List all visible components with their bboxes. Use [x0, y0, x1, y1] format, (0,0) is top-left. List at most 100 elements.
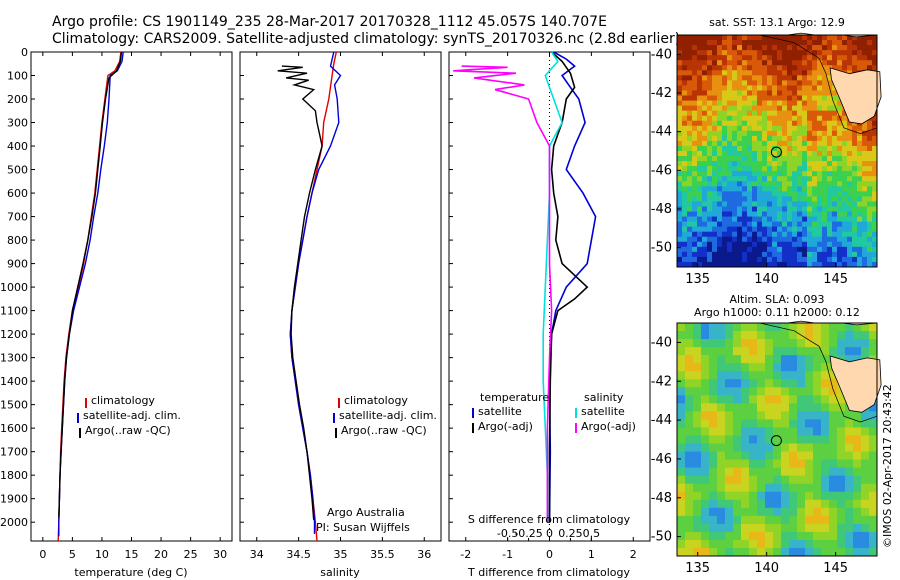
heatmap-cell: [789, 363, 798, 372]
heatmap-cell: [867, 151, 873, 157]
heatmap-cell: [737, 145, 743, 152]
heatmap-cell: [821, 539, 830, 549]
heatmap-cell: [797, 323, 806, 332]
heatmap-cell: [762, 140, 768, 147]
heatmap-cell: [741, 531, 750, 541]
heatmap-cell: [717, 105, 723, 112]
heatmap-cell: [701, 531, 710, 541]
heatmap-cell: [742, 196, 748, 202]
heatmap-cell: [725, 323, 734, 332]
heatmap-cell: [869, 331, 878, 340]
heatmap-cell: [781, 411, 790, 420]
heatmap-cell: [752, 206, 758, 212]
heatmap-cell: [852, 156, 858, 162]
heatmap-cell: [792, 241, 798, 248]
heatmap-cell: [822, 216, 828, 223]
heatmap-cell: [697, 70, 703, 76]
heatmap-cell: [807, 95, 813, 101]
heatmap-cell: [837, 156, 843, 162]
heatmap-cell: [817, 216, 823, 223]
heatmap-cell: [752, 45, 758, 51]
heatmap-cell: [813, 379, 822, 388]
heatmap-cell: [807, 115, 813, 122]
heatmap-cell: [757, 120, 763, 127]
heatmap-cell: [707, 105, 713, 112]
heatmap-cell: [717, 140, 723, 147]
heatmap-cell: [732, 110, 738, 117]
heatmap-cell: [827, 221, 833, 228]
heatmap-cell: [741, 435, 750, 444]
heatmap-cell: [765, 411, 774, 420]
x-tick-label: -1: [502, 548, 513, 561]
heatmap-cell: [702, 181, 708, 187]
heatmap-cell: [802, 206, 808, 212]
heatmap-cell: [845, 355, 854, 364]
heatmap-cell: [827, 176, 833, 182]
heatmap-cell: [692, 221, 698, 228]
heatmap-cell: [832, 100, 838, 107]
heatmap-cell: [781, 523, 790, 533]
heatmap-cell: [702, 125, 708, 132]
heatmap-cell: [807, 211, 813, 217]
heatmap-cell: [777, 50, 783, 56]
heatmap-cell: [742, 256, 748, 263]
heatmap-cell: [837, 110, 843, 117]
heatmap-cell: [772, 161, 778, 167]
heatmap-cell: [725, 443, 734, 452]
heatmap-cell: [727, 100, 733, 107]
heatmap-cell: [792, 90, 798, 96]
heatmap-cell: [782, 171, 788, 177]
y-tick-label: 1200: [0, 328, 28, 341]
heatmap-cell: [701, 331, 710, 340]
heatmap-cell: [812, 216, 818, 223]
heatmap-cell: [749, 459, 758, 469]
heatmap-cell: [767, 70, 773, 76]
heatmap-cell: [742, 241, 748, 248]
heatmap-cell: [747, 140, 753, 147]
heatmap-cell: [765, 355, 774, 364]
heatmap-cell: [707, 40, 713, 46]
heatmap-cell: [867, 65, 873, 71]
heatmap-cell: [727, 221, 733, 228]
legend-label-argo: Argo(..raw -QC): [85, 424, 171, 437]
heatmap-cell: [693, 451, 702, 460]
heatmap-cell: [817, 191, 823, 197]
heatmap-cell: [802, 231, 808, 238]
heatmap-cell: [773, 427, 782, 436]
heatmap-cell: [805, 387, 814, 396]
heatmap-cell: [757, 196, 763, 202]
heatmap-cell: [857, 55, 863, 61]
heatmap-cell: [837, 231, 843, 238]
imos-timestamp: ©IMOS 02-Apr-2017 20:43:42: [881, 384, 894, 548]
heatmap-cell: [687, 85, 693, 91]
heatmap-cell: [807, 100, 813, 107]
heatmap-cell: [701, 523, 710, 533]
heatmap-cell: [802, 221, 808, 228]
heatmap-cell: [827, 231, 833, 238]
y-tick-label: 600: [7, 187, 28, 200]
heatmap-cell: [717, 55, 723, 61]
heatmap-cell: [772, 135, 778, 142]
heatmap-cell: [707, 251, 713, 258]
heatmap-cell: [872, 176, 878, 182]
heatmap-cell: [842, 211, 848, 217]
heatmap-cell: [702, 216, 708, 223]
heatmap-cell: [752, 176, 758, 182]
heatmap-cell: [837, 55, 843, 61]
heatmap-cell: [682, 50, 688, 56]
heatmap-cell: [677, 120, 683, 127]
heatmap-cell: [782, 35, 788, 41]
heatmap-cell: [752, 85, 758, 91]
heatmap-cell: [832, 35, 838, 41]
heatmap-cell: [742, 251, 748, 258]
heatmap-cell: [802, 65, 808, 71]
heatmap-cell: [757, 125, 763, 132]
heatmap-cell: [842, 145, 848, 152]
heatmap-cell: [717, 120, 723, 127]
heatmap-cell: [717, 45, 723, 51]
heatmap-cell: [857, 50, 863, 56]
heatmap-cell: [842, 50, 848, 56]
heatmap-cell: [797, 347, 806, 356]
heatmap-cell: [697, 206, 703, 212]
heatmap-cell: [832, 85, 838, 91]
